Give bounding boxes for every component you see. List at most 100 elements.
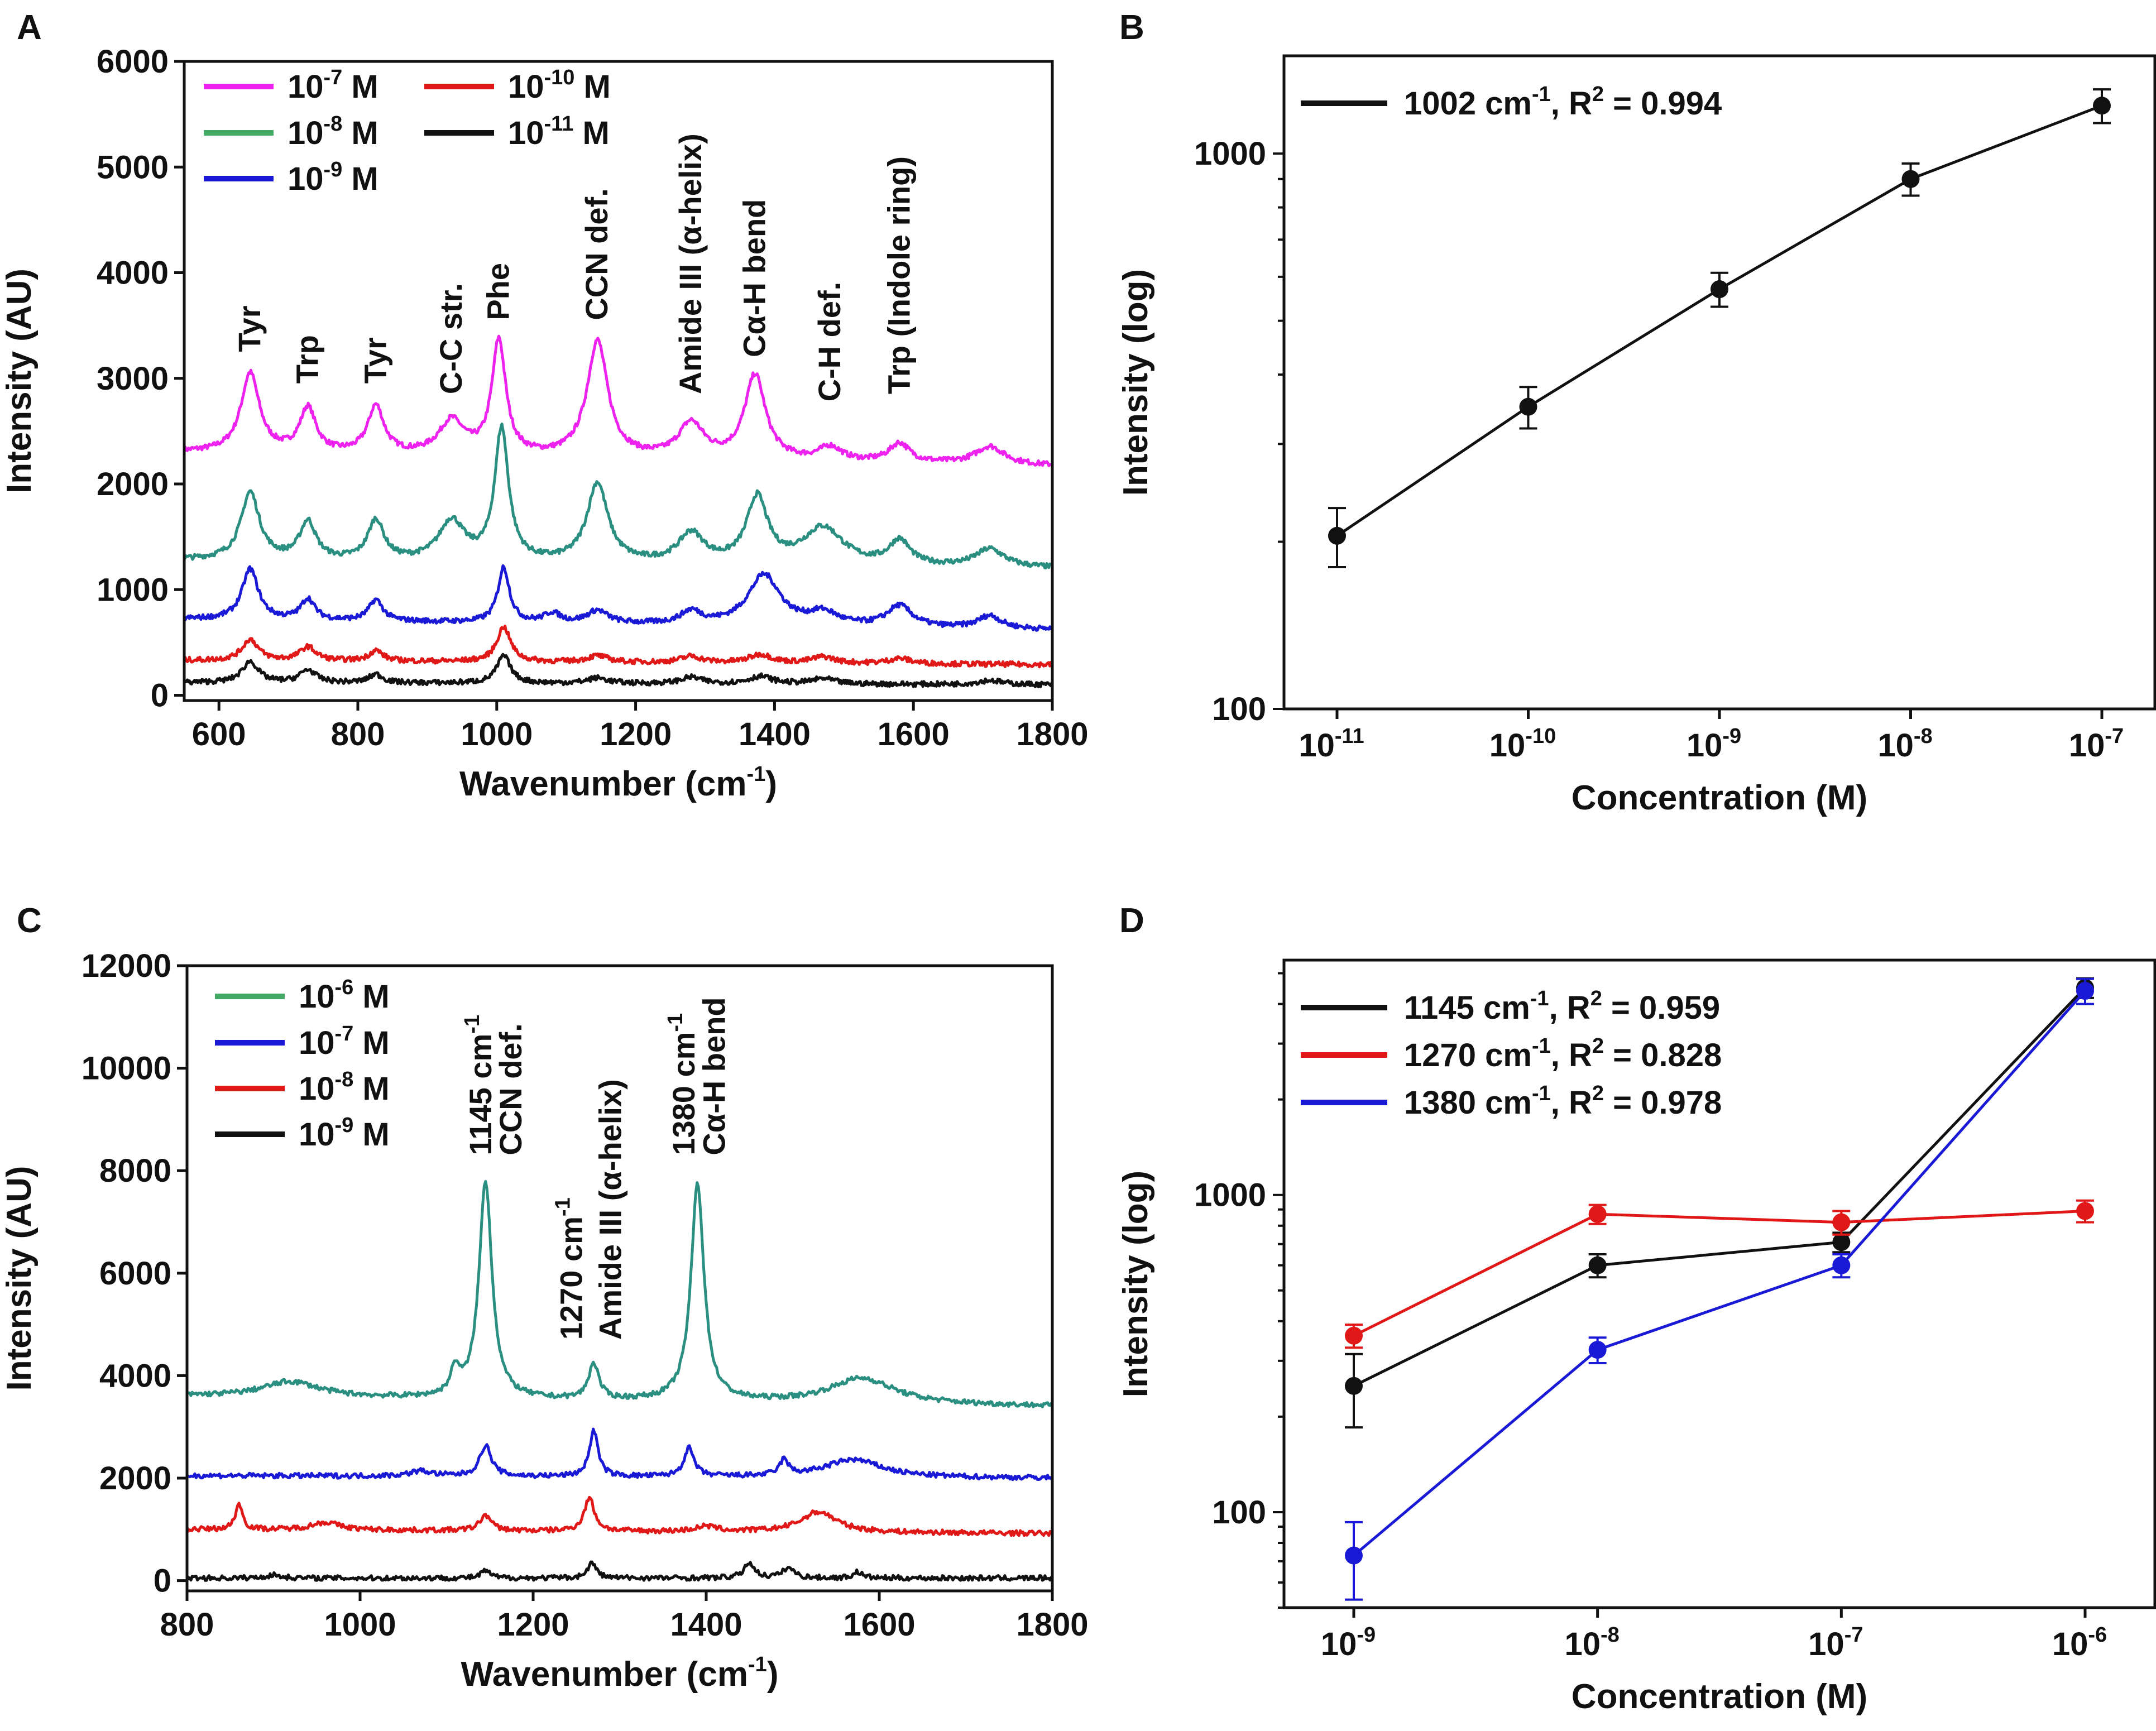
legend-unit: cm bbox=[1476, 85, 1532, 122]
legend-exp: -8 bbox=[324, 112, 343, 136]
series-line-A-0 bbox=[183, 334, 1053, 467]
tick-base: 10 bbox=[1877, 727, 1914, 764]
x-axis-label-sup: -1 bbox=[747, 763, 766, 786]
legend-label: 1380 cm-1, R2 = 0.978 bbox=[1404, 1082, 1722, 1121]
data-point bbox=[1901, 170, 1920, 188]
legend-unit: M bbox=[342, 161, 378, 197]
data-point bbox=[1588, 1341, 1607, 1359]
tick-exp: -8 bbox=[1601, 1623, 1620, 1647]
tick-exp: -9 bbox=[1722, 725, 1741, 748]
plot-frame-C bbox=[185, 964, 1054, 1593]
y-tick-label: 1000 bbox=[1194, 136, 1266, 172]
peak-annotation: Trp bbox=[289, 335, 324, 383]
y-tick-label: 100 bbox=[1212, 691, 1266, 727]
peak-annotation: Amide III (α-helix) bbox=[593, 1079, 628, 1340]
panel-A: A 600 800 1000 1200 1400 1600 1800 0 1000 2000 3000… bbox=[0, 8, 1089, 803]
x-tick-label: 1600 bbox=[843, 1607, 915, 1643]
x-tick-label: 1000 bbox=[324, 1607, 396, 1643]
annotation-base: 1380 cm bbox=[666, 1032, 701, 1155]
panel-B: B10-11 10-10 10-9 10-8 10-71001000Concentrat… bbox=[1117, 8, 2156, 817]
panel-label-B: B bbox=[1119, 8, 1144, 47]
x-axis-label-end: ) bbox=[765, 765, 777, 803]
legend-unit: M bbox=[353, 1071, 389, 1107]
legend-r2-value: = 0.959 bbox=[1602, 990, 1720, 1026]
x-tick-label: 10-6 bbox=[2052, 1623, 2107, 1662]
tick-base: 10 bbox=[1565, 1626, 1601, 1662]
legend-unit: M bbox=[353, 979, 389, 1015]
series-line-C-1 bbox=[186, 1427, 1053, 1481]
tick-exp: -10 bbox=[1525, 725, 1556, 748]
annotation-exp: -1 bbox=[552, 1197, 575, 1216]
x-tick-label: 1400 bbox=[739, 716, 811, 752]
legend-unit: M bbox=[574, 69, 610, 105]
plot-frame-B bbox=[1282, 54, 2156, 711]
series-line-A-2 bbox=[183, 564, 1053, 632]
legend-r2: , R bbox=[1551, 1037, 1592, 1073]
x-tick-label: 10-9 bbox=[1321, 1623, 1376, 1662]
x-axis-label-sup: -1 bbox=[748, 1653, 767, 1676]
legend-exp: -7 bbox=[324, 66, 343, 89]
legend-unit: M bbox=[573, 115, 609, 151]
data-point bbox=[1832, 1256, 1851, 1274]
y-tick-label: 4000 bbox=[97, 255, 169, 291]
tick-base: 10 bbox=[1687, 727, 1723, 764]
data-point bbox=[1588, 1256, 1607, 1274]
legend-r2: , R bbox=[1551, 85, 1592, 122]
y-tick-label: 8000 bbox=[99, 1153, 171, 1189]
peak-annotation: Cα-H bend bbox=[737, 199, 772, 357]
x-tick-label: 1800 bbox=[1016, 1607, 1088, 1643]
data-point bbox=[2093, 97, 2111, 115]
x-tick-label: 1000 bbox=[461, 716, 533, 752]
tick-exp: -7 bbox=[2105, 725, 2124, 748]
data-point bbox=[1588, 1205, 1607, 1224]
legend-label: 10-10 M bbox=[508, 66, 611, 105]
series-line-D-2 bbox=[1353, 990, 2086, 1557]
legend-base: 10 bbox=[288, 115, 324, 151]
legend-exp: -1 bbox=[1530, 987, 1549, 1010]
peak-annotation: Phe bbox=[481, 263, 516, 320]
legend-unit: M bbox=[342, 69, 378, 105]
y-tick-label: 1000 bbox=[97, 572, 169, 608]
legend-label: 10-11 M bbox=[508, 112, 610, 151]
x-axis-label-end: ) bbox=[767, 1655, 779, 1694]
x-tick-label: 1200 bbox=[497, 1607, 569, 1643]
tick-base: 10 bbox=[2069, 727, 2105, 764]
legend-label: 1145 cm-1, R2 = 0.959 bbox=[1404, 987, 1720, 1026]
data-point bbox=[1519, 397, 1537, 416]
peak-annotation: CCN def. bbox=[579, 188, 614, 320]
y-tick-label: 4000 bbox=[99, 1358, 171, 1394]
plot-frame-D bbox=[1282, 958, 2156, 1609]
legend-r2-value: = 0.828 bbox=[1604, 1037, 1722, 1073]
y-tick-label: 5000 bbox=[97, 149, 169, 185]
legend-base: 10 bbox=[299, 1025, 335, 1061]
data-point bbox=[1832, 1233, 1851, 1252]
y-tick-label: 2000 bbox=[97, 466, 169, 502]
legend-label: 10-9 M bbox=[288, 158, 379, 197]
x-tick-label: 1800 bbox=[1016, 716, 1088, 752]
panel-label-A: A bbox=[17, 8, 42, 47]
series-line-C-0 bbox=[186, 1179, 1053, 1408]
legend-label: 10-7 M bbox=[288, 66, 379, 105]
x-tick-label: 10-8 bbox=[1565, 1623, 1620, 1662]
legend-base: 10 bbox=[288, 69, 324, 105]
tick-exp: -8 bbox=[1914, 725, 1933, 748]
legend-exp: -1 bbox=[1532, 1034, 1551, 1058]
legend-wavenumber: 1380 bbox=[1404, 1085, 1476, 1121]
legend-exp: -11 bbox=[544, 112, 574, 136]
peak-annotation: Trp (Indole ring) bbox=[881, 156, 916, 394]
peak-annotation: 1270 cm-1 bbox=[552, 1197, 589, 1340]
legend-exp: -6 bbox=[335, 976, 354, 999]
legend-base: 10 bbox=[288, 161, 324, 197]
legend-base: 10 bbox=[299, 1116, 335, 1153]
legend-r2-sup: 2 bbox=[1592, 83, 1604, 106]
y-tick-label: 6000 bbox=[97, 44, 169, 80]
series-line-D-1 bbox=[1353, 1210, 2086, 1337]
annotation-base: 1145 cm bbox=[463, 1034, 498, 1155]
legend-r2-value: = 0.978 bbox=[1604, 1085, 1722, 1121]
y-tick-label: 2000 bbox=[99, 1460, 171, 1497]
legend-unit: M bbox=[353, 1116, 389, 1153]
panel-C: C 800 1000 1200 1400 1600 1800 0 2000 4000 6000 800… bbox=[0, 902, 1089, 1694]
series-line-B-0 bbox=[1336, 104, 2102, 537]
y-tick-label: 100 bbox=[1212, 1494, 1266, 1531]
